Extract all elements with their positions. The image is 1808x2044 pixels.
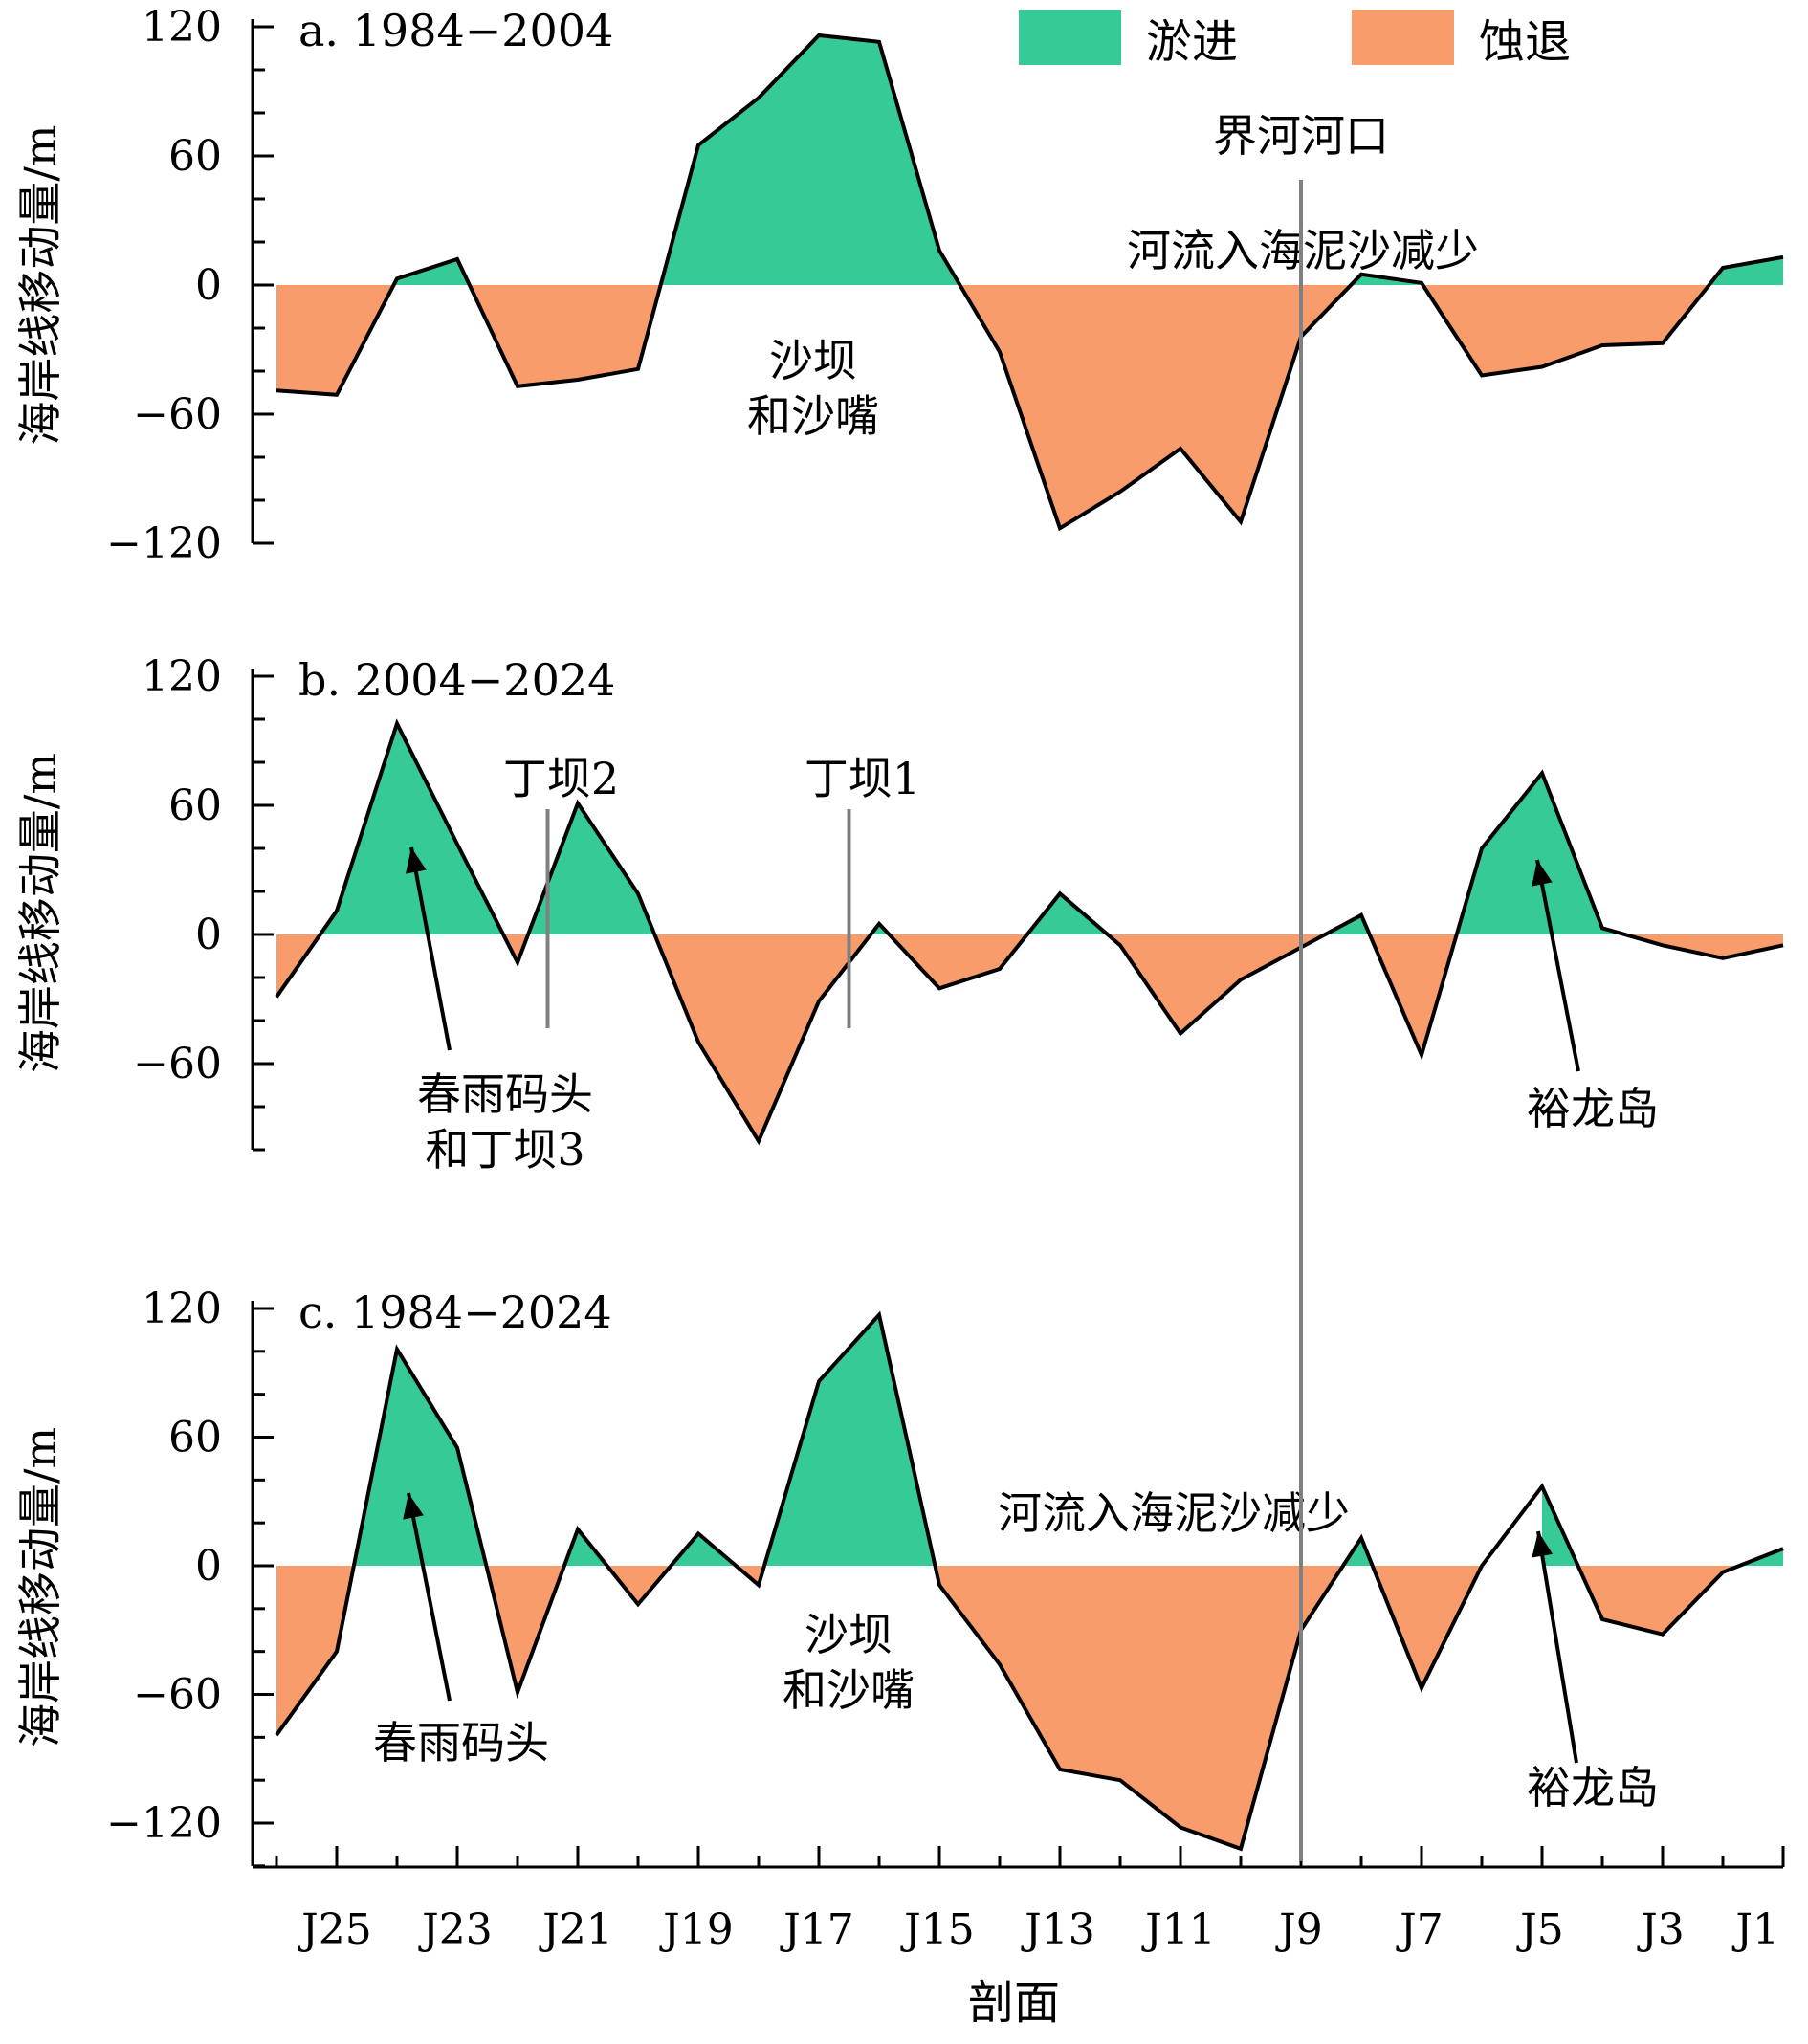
- erosion-area: [276, 285, 394, 395]
- accretion-area: [1456, 773, 1625, 934]
- y-axis-title: 海岸线移动量/m: [14, 124, 66, 445]
- y-tick-label: 0: [195, 261, 222, 310]
- panel-title: b. 2004−2024: [298, 654, 615, 706]
- annotation-arrow: [1536, 1530, 1578, 1764]
- accretion-area: [764, 1314, 936, 1566]
- erosion-area: [889, 934, 1027, 989]
- accretion-area: [1026, 893, 1108, 934]
- arrow-head: [406, 847, 427, 874]
- erosion-area: [1577, 1566, 1740, 1635]
- y-tick-label: −60: [133, 1671, 222, 1720]
- series-line: [276, 33, 1784, 532]
- x-tick-label: J19: [659, 1905, 734, 1954]
- legend-label-erosion: 蚀退: [1479, 15, 1571, 69]
- panel-title: c. 1984−2024: [298, 1286, 612, 1338]
- arrow-head: [1532, 860, 1553, 887]
- arrow-head: [403, 1493, 424, 1520]
- x-tick-label: J11: [1141, 1905, 1216, 1954]
- erosion-area: [1369, 934, 1457, 1055]
- series-line: [275, 1310, 1784, 1852]
- x-tick-label: J21: [539, 1905, 613, 1954]
- annotation-arrow: [409, 846, 452, 1051]
- erosion-area: [959, 285, 1352, 529]
- annotation-label: 和丁坝3: [425, 1124, 584, 1176]
- y-tick-label: 120: [142, 1285, 222, 1333]
- x-tick-label: J25: [298, 1905, 372, 1954]
- legend-swatch-erosion: [1352, 10, 1454, 65]
- annotation-label: 春雨码头: [417, 1068, 593, 1120]
- x-tick-label: J7: [1396, 1905, 1444, 1954]
- accretion-area: [1343, 1537, 1373, 1566]
- erosion-area: [935, 1566, 1343, 1849]
- x-tick-label: J17: [780, 1905, 854, 1954]
- y-axis-title: 海岸线移动量/m: [14, 753, 66, 1073]
- annotation-label: 和沙嘴: [783, 1664, 915, 1716]
- y-tick-label: 60: [168, 781, 222, 830]
- erosion-area: [1372, 1566, 1482, 1688]
- erosion-area: [1422, 285, 1709, 376]
- y-tick-label: 0: [195, 1542, 222, 1591]
- panel-title: a. 1984−2004: [298, 5, 613, 56]
- annotation-label: 和沙嘴: [747, 390, 879, 442]
- legend: 淤进 蚀退: [1019, 10, 1571, 69]
- erosion-area: [606, 1566, 672, 1605]
- accretion-area: [660, 35, 960, 285]
- x-tick-label: J15: [900, 1905, 975, 1954]
- x-tick-label: J9: [1275, 1905, 1323, 1954]
- x-axis-title: 剖面: [968, 1976, 1060, 2030]
- panel-b: 120 60 0 −60 海岸线移动量/m b. 2004−2024 丁坝2 丁坝1 春雨码头和…: [14, 652, 1784, 1176]
- river-mouth-label: 界河河口: [1213, 110, 1389, 162]
- annotation-label: 沙坝: [769, 335, 857, 386]
- series-line: [275, 718, 1784, 1146]
- accretion-area: [671, 1533, 737, 1566]
- erosion-area: [654, 934, 871, 1141]
- annotation-label: 春雨码头: [373, 1717, 549, 1769]
- accretion-area: [393, 259, 470, 285]
- erosion-area: [503, 934, 529, 963]
- y-tick-label: 60: [168, 1414, 222, 1462]
- x-tick-label: J23: [418, 1905, 493, 1954]
- x-tick-label: J3: [1637, 1905, 1685, 1954]
- accretion-area: [320, 723, 504, 934]
- y-tick-label: −60: [133, 390, 222, 439]
- panel-c: 120 60 0 −60 −120 海岸线移动量/m c. 1984−2024 春雨码头 沙坝和…: [14, 1285, 1784, 1868]
- annotation-label: 裕龙岛: [1527, 1083, 1659, 1134]
- x-tick-label: J1: [1731, 1905, 1779, 1954]
- y-tick-label: −60: [133, 1040, 222, 1088]
- y-tick-label: 0: [195, 911, 222, 959]
- erosion-area: [1107, 934, 1326, 1034]
- annotation-arrow: [1535, 859, 1580, 1072]
- annotation-arrow: [407, 1492, 452, 1702]
- groyne-label: 丁坝2: [503, 753, 619, 804]
- erosion-area: [276, 1566, 354, 1736]
- y-tick-label: 120: [142, 3, 222, 52]
- groyne-label: 丁坝1: [805, 753, 920, 804]
- legend-label-accretion: 淤进: [1146, 15, 1238, 69]
- y-axis-title: 海岸线移动量/m: [14, 1427, 66, 1747]
- annotation-label: 河流入海泥沙减少: [998, 1487, 1350, 1539]
- legend-swatch-accretion: [1019, 10, 1121, 65]
- x-tick-label: J5: [1516, 1905, 1564, 1954]
- y-tick-label: −120: [106, 1799, 222, 1848]
- erosion-area: [469, 285, 661, 386]
- accretion-area: [528, 802, 655, 934]
- x-tick-label: J13: [1021, 1905, 1095, 1954]
- erosion-area: [486, 1566, 564, 1693]
- arrow-head: [1532, 1531, 1554, 1558]
- annotation-label: 裕龙岛: [1527, 1762, 1659, 1813]
- accretion-area: [1709, 256, 1783, 285]
- annotation-label: 沙坝: [805, 1609, 893, 1660]
- y-tick-label: −120: [106, 519, 222, 568]
- y-tick-label: 120: [142, 652, 222, 701]
- y-tick-label: 60: [168, 132, 222, 181]
